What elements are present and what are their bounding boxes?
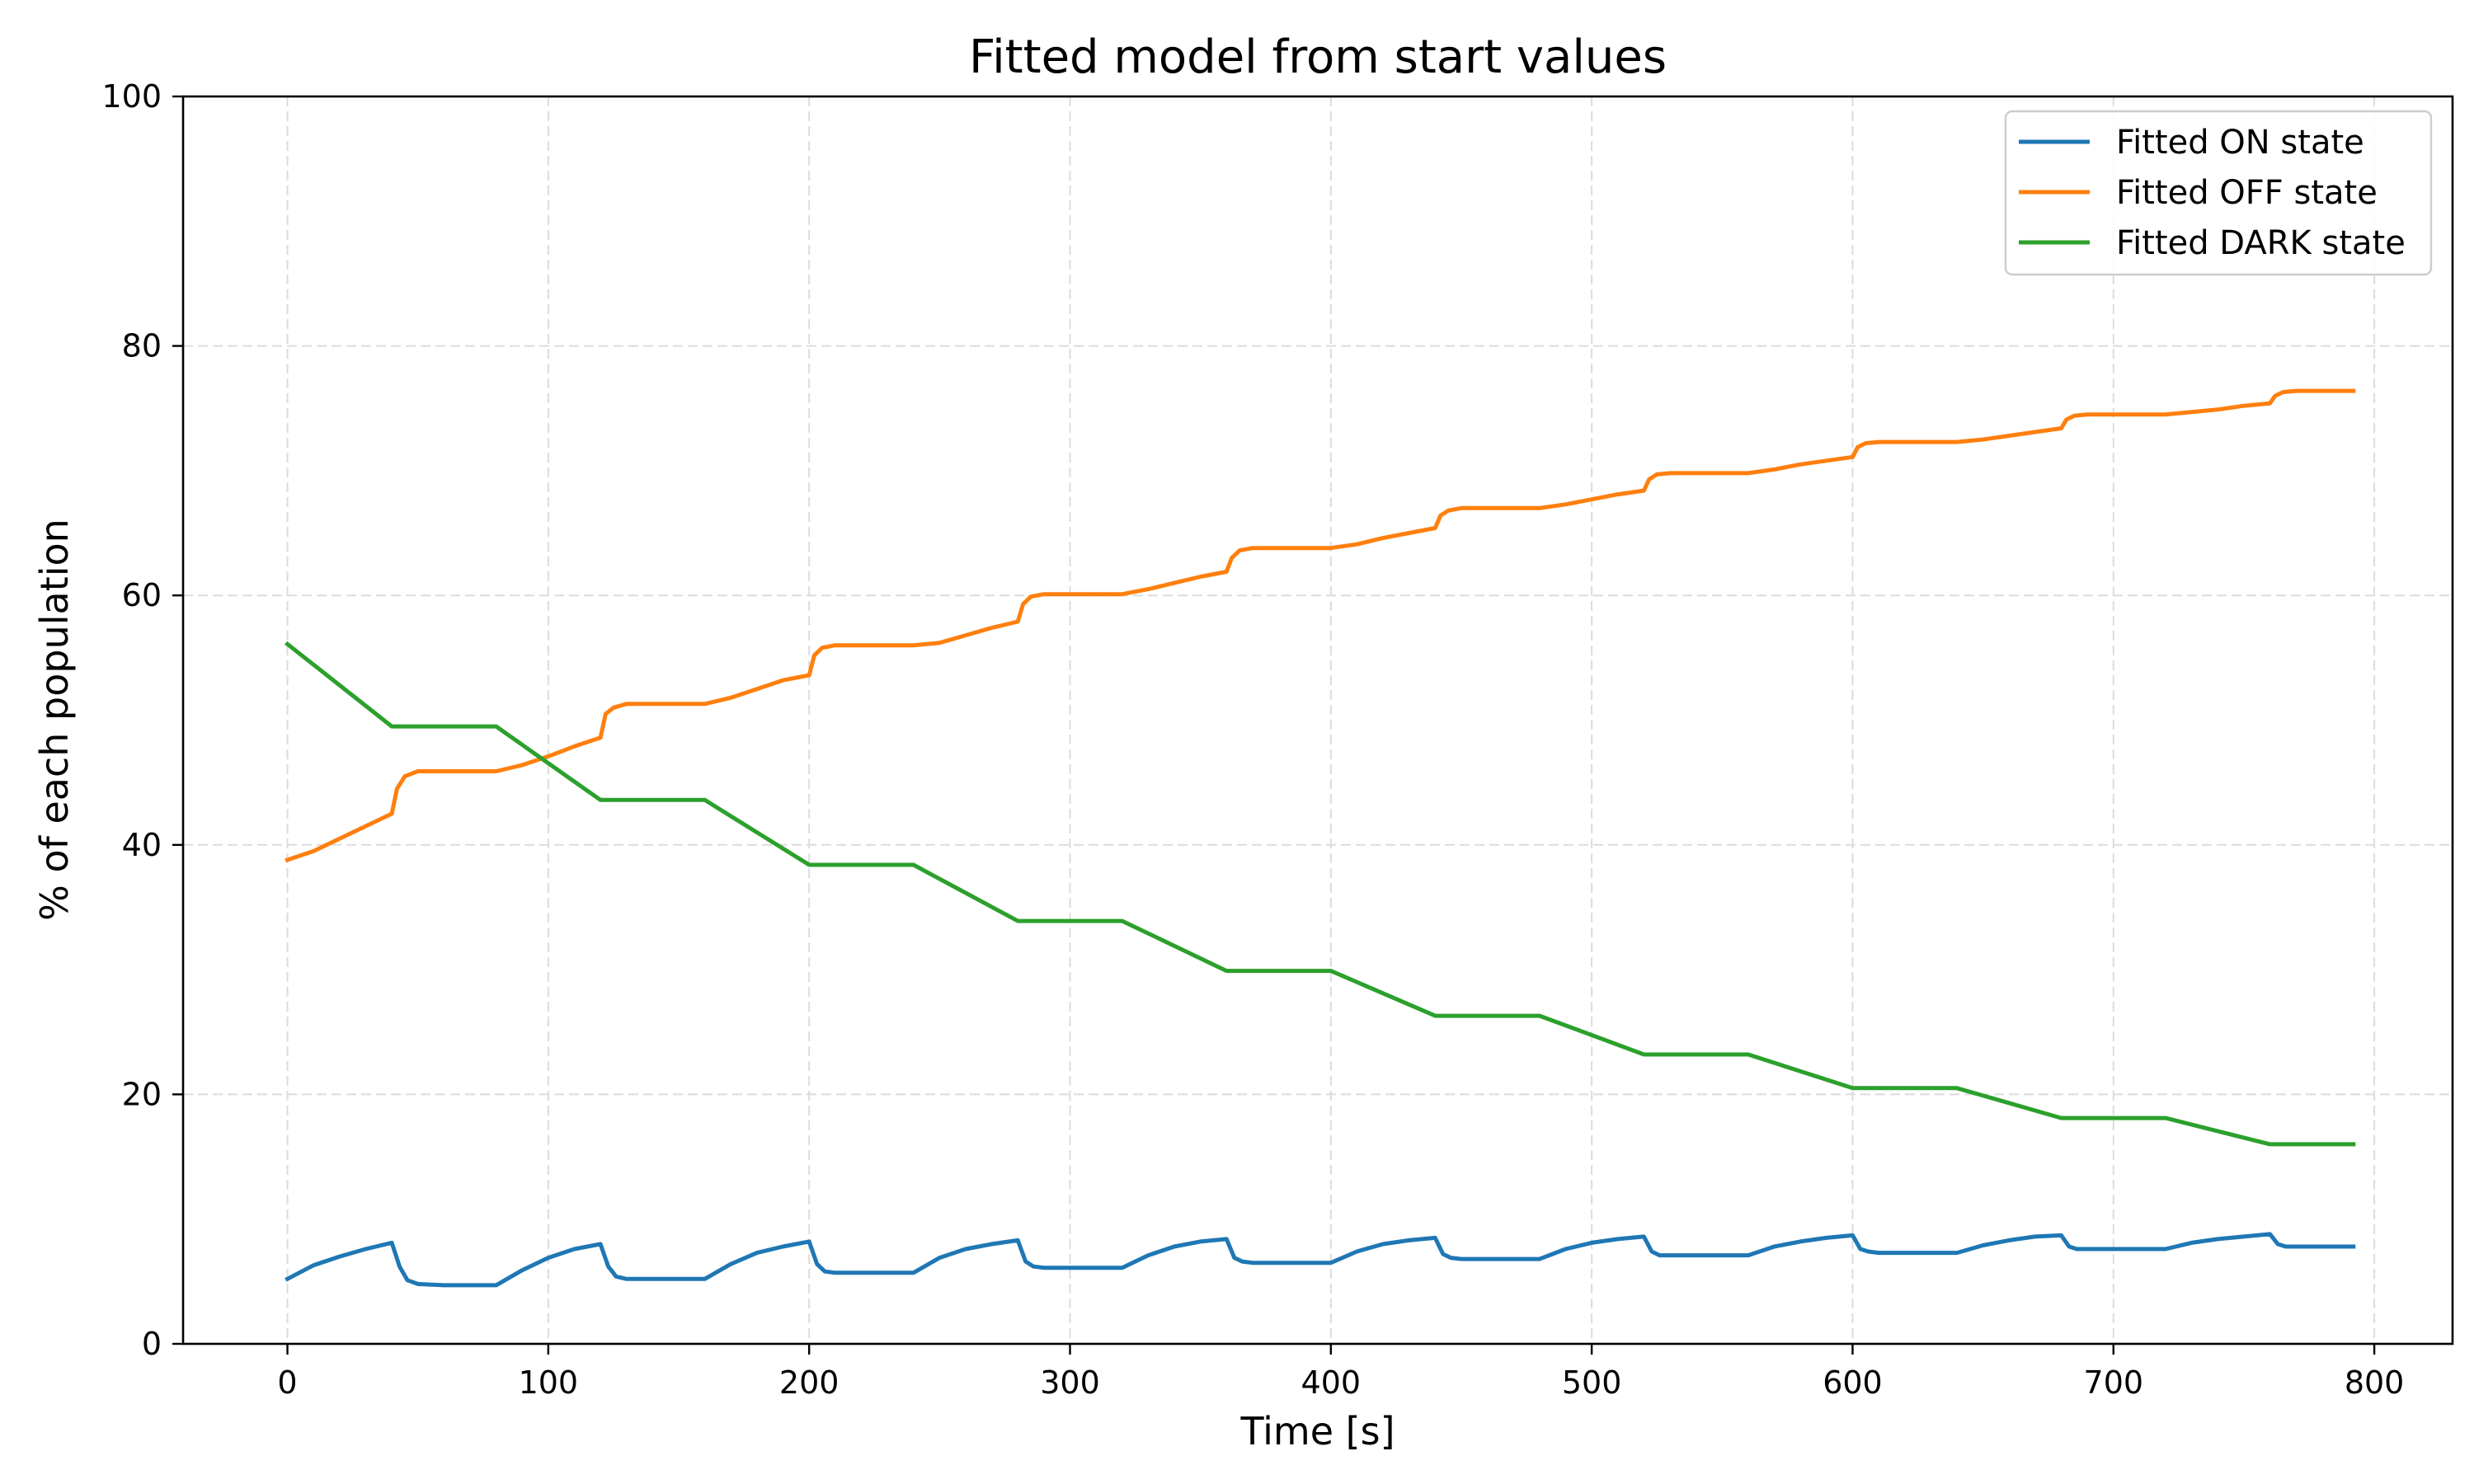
x-tick-label: 300 (1040, 1364, 1100, 1401)
axis-ticks: 0 100 200 300 400 500 600 700 800 0 20 40 60 80 100 (101, 78, 2404, 1401)
y-tick-label: 40 (122, 827, 162, 863)
legend-label-on: Fitted ON state (2116, 124, 2364, 162)
x-axis-label: Time [s] (1239, 1409, 1395, 1453)
legend-label-off: Fitted OFF state (2116, 174, 2378, 212)
y-axis-label: % of each population (32, 519, 77, 921)
x-tick-label: 100 (519, 1364, 579, 1401)
chart-title: Fitted model from start values (969, 31, 1667, 84)
legend-label-dark: Fitted DARK state (2116, 224, 2406, 262)
x-tick-label: 400 (1301, 1364, 1362, 1401)
series-line-on-state (285, 1232, 2356, 1288)
plot-area (284, 388, 2356, 1288)
plot-frame (181, 95, 2454, 1345)
y-tick-label: 100 (101, 78, 162, 115)
series-line-dark-state (284, 641, 2356, 1147)
x-tick-label: 200 (779, 1364, 840, 1401)
x-tick-label: 700 (2084, 1364, 2144, 1401)
y-tick-label: 80 (122, 328, 162, 364)
x-tick-label: 600 (1823, 1364, 1883, 1401)
y-tick-label: 60 (122, 577, 162, 613)
x-tick-label: 800 (2345, 1364, 2405, 1401)
series-line-off-state (285, 388, 2356, 863)
legend: Fitted ON state Fitted OFF state Fitted … (2004, 110, 2433, 276)
legend-box (2004, 110, 2433, 276)
y-tick-label: 20 (122, 1076, 162, 1112)
x-tick-label: 0 (277, 1364, 297, 1401)
x-tick-label: 500 (1562, 1364, 1622, 1401)
y-tick-label: 0 (142, 1326, 162, 1362)
